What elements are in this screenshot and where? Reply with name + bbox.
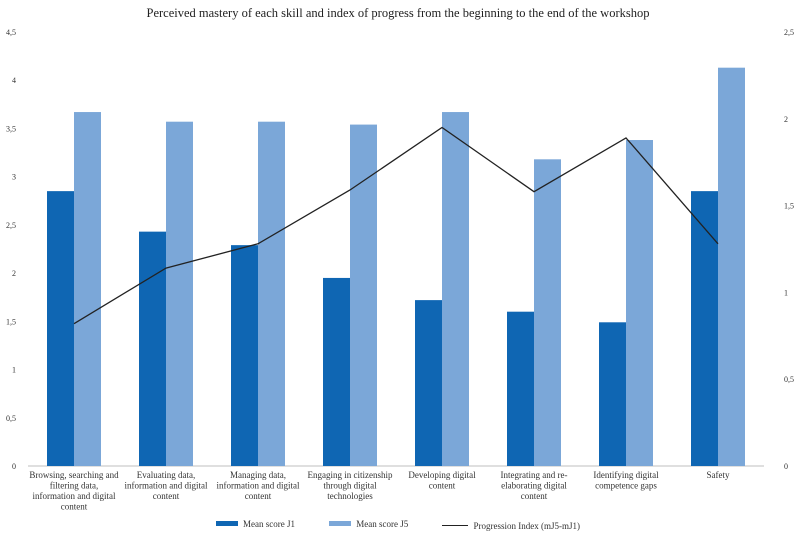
legend-label-progression: Progression Index (mJ5-mJ1) [473, 520, 580, 531]
y-right-tick-label: 0,5 [784, 375, 794, 384]
legend-swatch-j1 [216, 521, 239, 526]
bar-mean-j5 [626, 140, 653, 467]
legend-label-j1: Mean score J1 [243, 518, 295, 529]
bar-mean-j1 [599, 322, 626, 466]
bar-mean-j5 [718, 67, 745, 466]
y-left-tick-label: 1 [12, 366, 16, 375]
y-left-tick-label: 0,5 [6, 414, 16, 423]
bar-mean-j1 [231, 245, 258, 466]
y-right-tick-label: 2 [784, 115, 788, 124]
chart-axes: 0 0,5 1 1,5 2 2,5 3 3,5 4 4,5 0 0,5 1 1,5 2 2,5 [6, 28, 794, 471]
legend-swatch-progression [442, 525, 469, 526]
category-label: Identifying digital competence gaps [593, 470, 659, 491]
y-right-tick-label: 1 [784, 288, 788, 297]
y-left-tick-label: 3 [12, 173, 16, 182]
y-left-tick-label: 0 [12, 462, 16, 471]
bar-mean-j5 [74, 112, 101, 466]
legend-item-progression: Progression Index (mJ5-mJ1) [442, 521, 580, 531]
progression-index-line [73, 126, 719, 325]
y-right-tick-label: 2,5 [784, 28, 794, 37]
y-left-tick-label: 3,5 [6, 124, 16, 133]
bar-mean-j5 [442, 112, 469, 466]
category-label: Developing digital content [408, 470, 476, 491]
bar-mean-j5 [534, 159, 561, 466]
bar-mean-j1 [691, 191, 718, 466]
bar-mean-j1 [415, 300, 442, 466]
category-label: Evaluating data, information and digital c… [125, 470, 208, 501]
y-left-tick-label: 2,5 [6, 221, 16, 230]
chart-title: Perceived mastery of each skill and inde… [146, 6, 650, 20]
y-right-tick-label: 1,5 [784, 202, 794, 211]
bar-mean-j1 [139, 231, 166, 466]
bar-mean-j1 [507, 311, 534, 466]
legend-swatch-j5 [329, 521, 352, 526]
legend-item-j1: Mean score J1 [216, 519, 295, 529]
y-left-tick-label: 2 [12, 269, 16, 278]
category-label: Engaging in citizenship through digital te… [308, 470, 393, 501]
legend-item-j5: Mean score J5 [329, 519, 408, 529]
bar-mean-j5 [166, 121, 193, 467]
bar-mean-j5 [258, 121, 285, 467]
y-left-tick-label: 4,5 [6, 28, 16, 37]
y-left-tick-label: 4 [12, 76, 16, 85]
legend-label-j5: Mean score J5 [356, 518, 409, 529]
y-right-tick-label: 0 [784, 462, 788, 471]
category-label: Integrating and re-elaborating digital co… [501, 470, 568, 501]
category-label: Safety [707, 470, 730, 480]
progression-line [73, 126, 719, 325]
category-label: Managing data, information and digital con… [217, 470, 300, 501]
chart-bars [47, 67, 745, 467]
category-labels: Browsing, searching and filtering data, in… [29, 470, 730, 512]
bar-mean-j1 [47, 191, 74, 466]
bar-mean-j5 [350, 124, 377, 466]
chart-legend: Mean score J1 Mean score J5 Progression … [0, 518, 796, 531]
category-label: Browsing, searching and filtering data, in… [29, 470, 119, 512]
bar-mean-j1 [323, 277, 350, 466]
y-left-tick-label: 1,5 [6, 317, 16, 326]
